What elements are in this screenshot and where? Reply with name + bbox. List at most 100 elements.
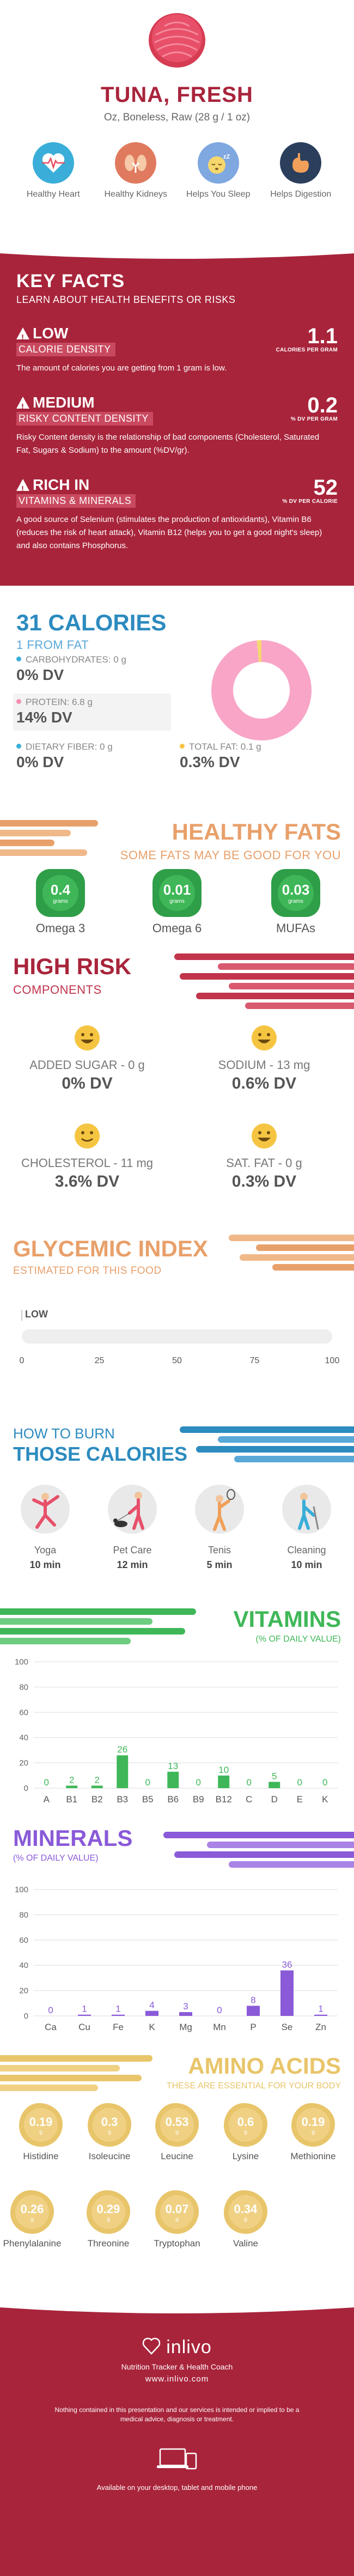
vitamin-ytick-label: 20 bbox=[19, 1759, 28, 1768]
mineral-bar bbox=[145, 2010, 158, 2016]
mineral-value-label: 0 bbox=[217, 2005, 222, 2015]
stomach-icon bbox=[280, 142, 322, 184]
mineral-value-label: 0 bbox=[48, 2005, 53, 2015]
amino-value: 0.34 bbox=[234, 2202, 258, 2216]
glycemic-track bbox=[22, 1329, 332, 1344]
risk-label: ADDED SUGAR - 0 g bbox=[29, 1058, 145, 1072]
vitamin-value-label: 10 bbox=[218, 1765, 229, 1775]
vitamin-category-label: A bbox=[44, 1794, 50, 1805]
fact-metric: VITAMINS & MINERALS bbox=[16, 494, 136, 508]
fact-description: Risky Content density is the relationshi… bbox=[16, 433, 320, 455]
vitamin-ytick-label: 100 bbox=[15, 1657, 28, 1667]
benefit-label: Helps You Sleep bbox=[186, 190, 251, 199]
vitamin-ytick-label: 80 bbox=[19, 1682, 28, 1692]
vitamin-category-label: B3 bbox=[117, 1794, 128, 1805]
devices-icon bbox=[0, 2446, 354, 2476]
calories-section: 31 CALORIES 1 FROM FAT CARBOHYDRATES: 0 … bbox=[0, 586, 354, 804]
minerals-bar-chart: 0 20 40 60 80 100 0 Ca 1 Cu 1 Fe 4 K 3 Mg 0 Mn 8 P 36 Se 1 Zn bbox=[15, 1885, 338, 2032]
amino-value: 0.53 bbox=[165, 2115, 189, 2129]
benefit-label: Healthy Kidneys bbox=[104, 190, 168, 199]
vitamin-bar bbox=[167, 1771, 179, 1788]
stripes-decoration bbox=[180, 1426, 354, 1462]
amino-value: 0.6 bbox=[237, 2115, 254, 2129]
mineral-category-label: Mn bbox=[213, 2022, 226, 2032]
activity-time: 12 min bbox=[117, 1559, 148, 1570]
amino-unit: g bbox=[30, 2216, 34, 2222]
mineral-category-label: Mg bbox=[179, 2022, 192, 2032]
mineral-category-label: Zn bbox=[315, 2022, 326, 2032]
activity-cleaning: Cleaning 10 min bbox=[271, 1485, 342, 1571]
fact-value: 0.2 bbox=[307, 393, 338, 417]
mineral-bar bbox=[179, 2012, 192, 2016]
amino-isoleucine: 0.3 g Isoleucine bbox=[80, 2103, 139, 2162]
fact-level: LOW bbox=[33, 325, 69, 342]
vitamin-category-label: D bbox=[271, 1794, 278, 1805]
vitamin-value-label: 0 bbox=[322, 1777, 327, 1788]
amino-title: AMINO ACIDS bbox=[188, 2053, 341, 2079]
fact-value: 52 bbox=[313, 476, 338, 500]
amino-label: Leucine bbox=[161, 2151, 193, 2161]
benefit-healthy-heart: Healthy Heart bbox=[21, 142, 86, 199]
glycemic-subtitle: ESTIMATED FOR THIS FOOD bbox=[13, 1265, 162, 1277]
risk-dv: 3.6% DV bbox=[54, 1172, 120, 1190]
glycemic-tick-label: 100 bbox=[325, 1356, 340, 1365]
mineral-bar bbox=[280, 1970, 294, 2016]
amino-phenylalanine: 0.26 g Phenylalanine bbox=[2, 2190, 62, 2249]
risk-cholesterol: CHOLESTEROL - 11 mg 3.6% DV bbox=[5, 1122, 169, 1191]
fat-unit: grams bbox=[53, 898, 68, 904]
macro-dv: 0.3% DV bbox=[180, 754, 240, 770]
mineral-category-label: Ca bbox=[45, 2022, 57, 2032]
macro-label: TOTAL FAT: 0.1 g bbox=[189, 742, 261, 752]
amino-threonine: 0.29 g Threonine bbox=[78, 2190, 138, 2249]
risk-added-sugar: ADDED SUGAR - 0 g 0% DV bbox=[5, 1024, 169, 1093]
fact-description: The amount of calories you are getting f… bbox=[16, 363, 227, 373]
amino-value: 0.29 bbox=[96, 2202, 120, 2216]
vitamin-category-label: B2 bbox=[91, 1794, 103, 1805]
risk-sat-fat: SAT. FAT - 0 g 0.3% DV bbox=[182, 1122, 346, 1191]
cleaning-icon bbox=[282, 1485, 331, 1534]
mineral-bar bbox=[247, 2006, 260, 2016]
glycemic-scale: LOW 0 25 50 75 100 bbox=[20, 1309, 340, 1365]
amino-label: Threonine bbox=[87, 2238, 130, 2249]
activity-pet-care: Pet Care 12 min bbox=[97, 1485, 168, 1571]
minerals-section: MINERALS (% OF DAILY VALUE) 0 20 40 60 80 100… bbox=[0, 1820, 354, 2049]
mineral-bar bbox=[78, 2014, 91, 2016]
vitamin-value-label: 26 bbox=[117, 1745, 127, 1755]
macro-total-fat: TOTAL FAT: 0.1 g 0.3% DV bbox=[176, 738, 296, 775]
fact-unit: CALORIES PER GRAM bbox=[276, 347, 338, 353]
minerals-subtitle: (% OF DAILY VALUE) bbox=[13, 1854, 99, 1863]
amino-unit: g bbox=[312, 2129, 315, 2135]
mineral-value-label: 4 bbox=[149, 2000, 154, 2010]
warning-icon bbox=[16, 397, 29, 415]
macro-protein: PROTEIN: 6.8 g 14% DV bbox=[13, 694, 171, 731]
activity-time: 5 min bbox=[206, 1559, 233, 1570]
dog-walking-icon bbox=[108, 1485, 157, 1534]
glycemic-tick-label: 75 bbox=[250, 1356, 260, 1365]
vitamin-bar bbox=[91, 1785, 103, 1788]
heart-logo-icon bbox=[143, 2337, 161, 2355]
donut-slice-fat bbox=[211, 640, 312, 740]
brand-url[interactable]: www.inlivo.com bbox=[145, 2374, 209, 2384]
stripes-decoration bbox=[229, 1235, 354, 1271]
mineral-value-label: 1 bbox=[115, 2004, 120, 2014]
vitamin-value-label: 0 bbox=[297, 1777, 302, 1788]
availability-note: Available on your desktop, tablet and mo… bbox=[96, 2483, 258, 2492]
activity-name: Cleaning bbox=[287, 1545, 326, 1556]
vitamin-value-label: 0 bbox=[247, 1777, 252, 1788]
footer-section: inlivo Nutrition Tracker & Health Coach … bbox=[0, 2302, 354, 2576]
amino-unit: g bbox=[108, 2129, 111, 2135]
mineral-bar bbox=[112, 2014, 125, 2016]
healthy-fats-subtitle: SOME FATS MAY BE GOOD FOR YOU bbox=[120, 848, 341, 862]
amino-unit: g bbox=[107, 2216, 110, 2222]
svg-text:zZ: zZ bbox=[223, 154, 230, 160]
fat-value: 0.4 bbox=[50, 882, 71, 898]
amino-acids-section: AMINO ACIDS THESE ARE ESSENTIAL FOR YOUR… bbox=[0, 2049, 354, 2302]
fat-label: Omega 3 bbox=[35, 921, 86, 935]
key-facts-section: KEY FACTS LEARN ABOUT HEALTH BENEFITS OR… bbox=[0, 248, 354, 586]
macro-fiber: DIETARY FIBER: 0 g 0% DV bbox=[13, 738, 171, 775]
risk-dv: 0% DV bbox=[62, 1074, 113, 1092]
donut-slice-protein bbox=[211, 640, 312, 740]
fact-metric: CALORIE DENSITY bbox=[16, 343, 115, 356]
fact-vitamins-minerals: RICH IN VITAMINS & MINERALS 52 % DV PER … bbox=[16, 477, 338, 552]
wave-decoration bbox=[0, 2302, 354, 2313]
